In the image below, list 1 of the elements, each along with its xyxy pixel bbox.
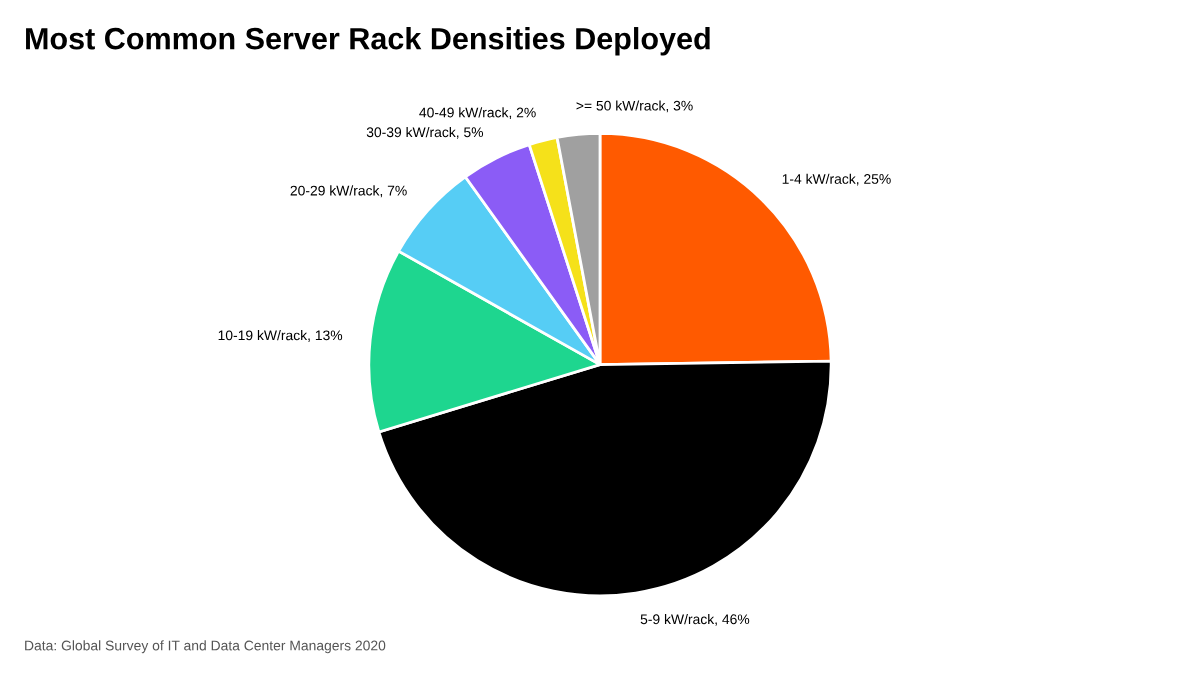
chart-title: Most Common Server Rack Densities Deployed (26, 27, 710, 56)
